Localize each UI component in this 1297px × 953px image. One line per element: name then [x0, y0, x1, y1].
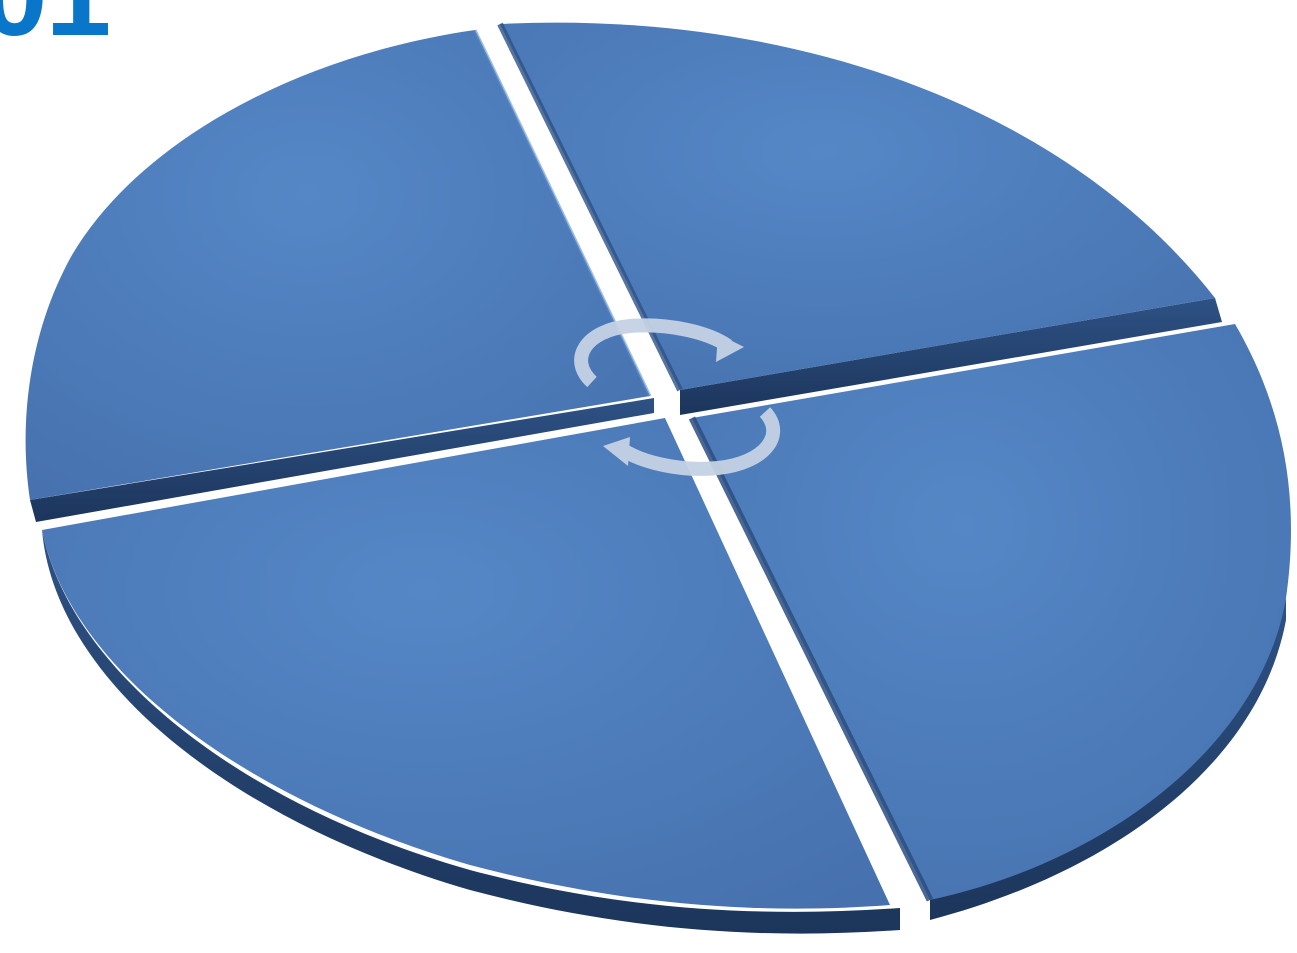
quadrant-bottom-right — [688, 324, 1291, 920]
quadrant-top-left-rim — [30, 398, 654, 522]
quadrant-top-left-face — [25, 30, 651, 500]
quadrant-bottom-left-face — [42, 418, 890, 909]
quadrant-top-left — [25, 29, 654, 522]
slide-number-heading: 01 — [0, 0, 111, 54]
quadrant-bottom-left — [42, 418, 900, 934]
quadrant-top-right — [497, 22, 1222, 415]
quadrant-top-right-face — [500, 22, 1215, 390]
quadrant-bottom-right-face — [692, 324, 1291, 900]
quadrant-bottom-right-rim — [930, 598, 1286, 920]
cycle-arrows-icon — [574, 318, 781, 476]
quadrant-top-right-rim — [680, 298, 1222, 415]
